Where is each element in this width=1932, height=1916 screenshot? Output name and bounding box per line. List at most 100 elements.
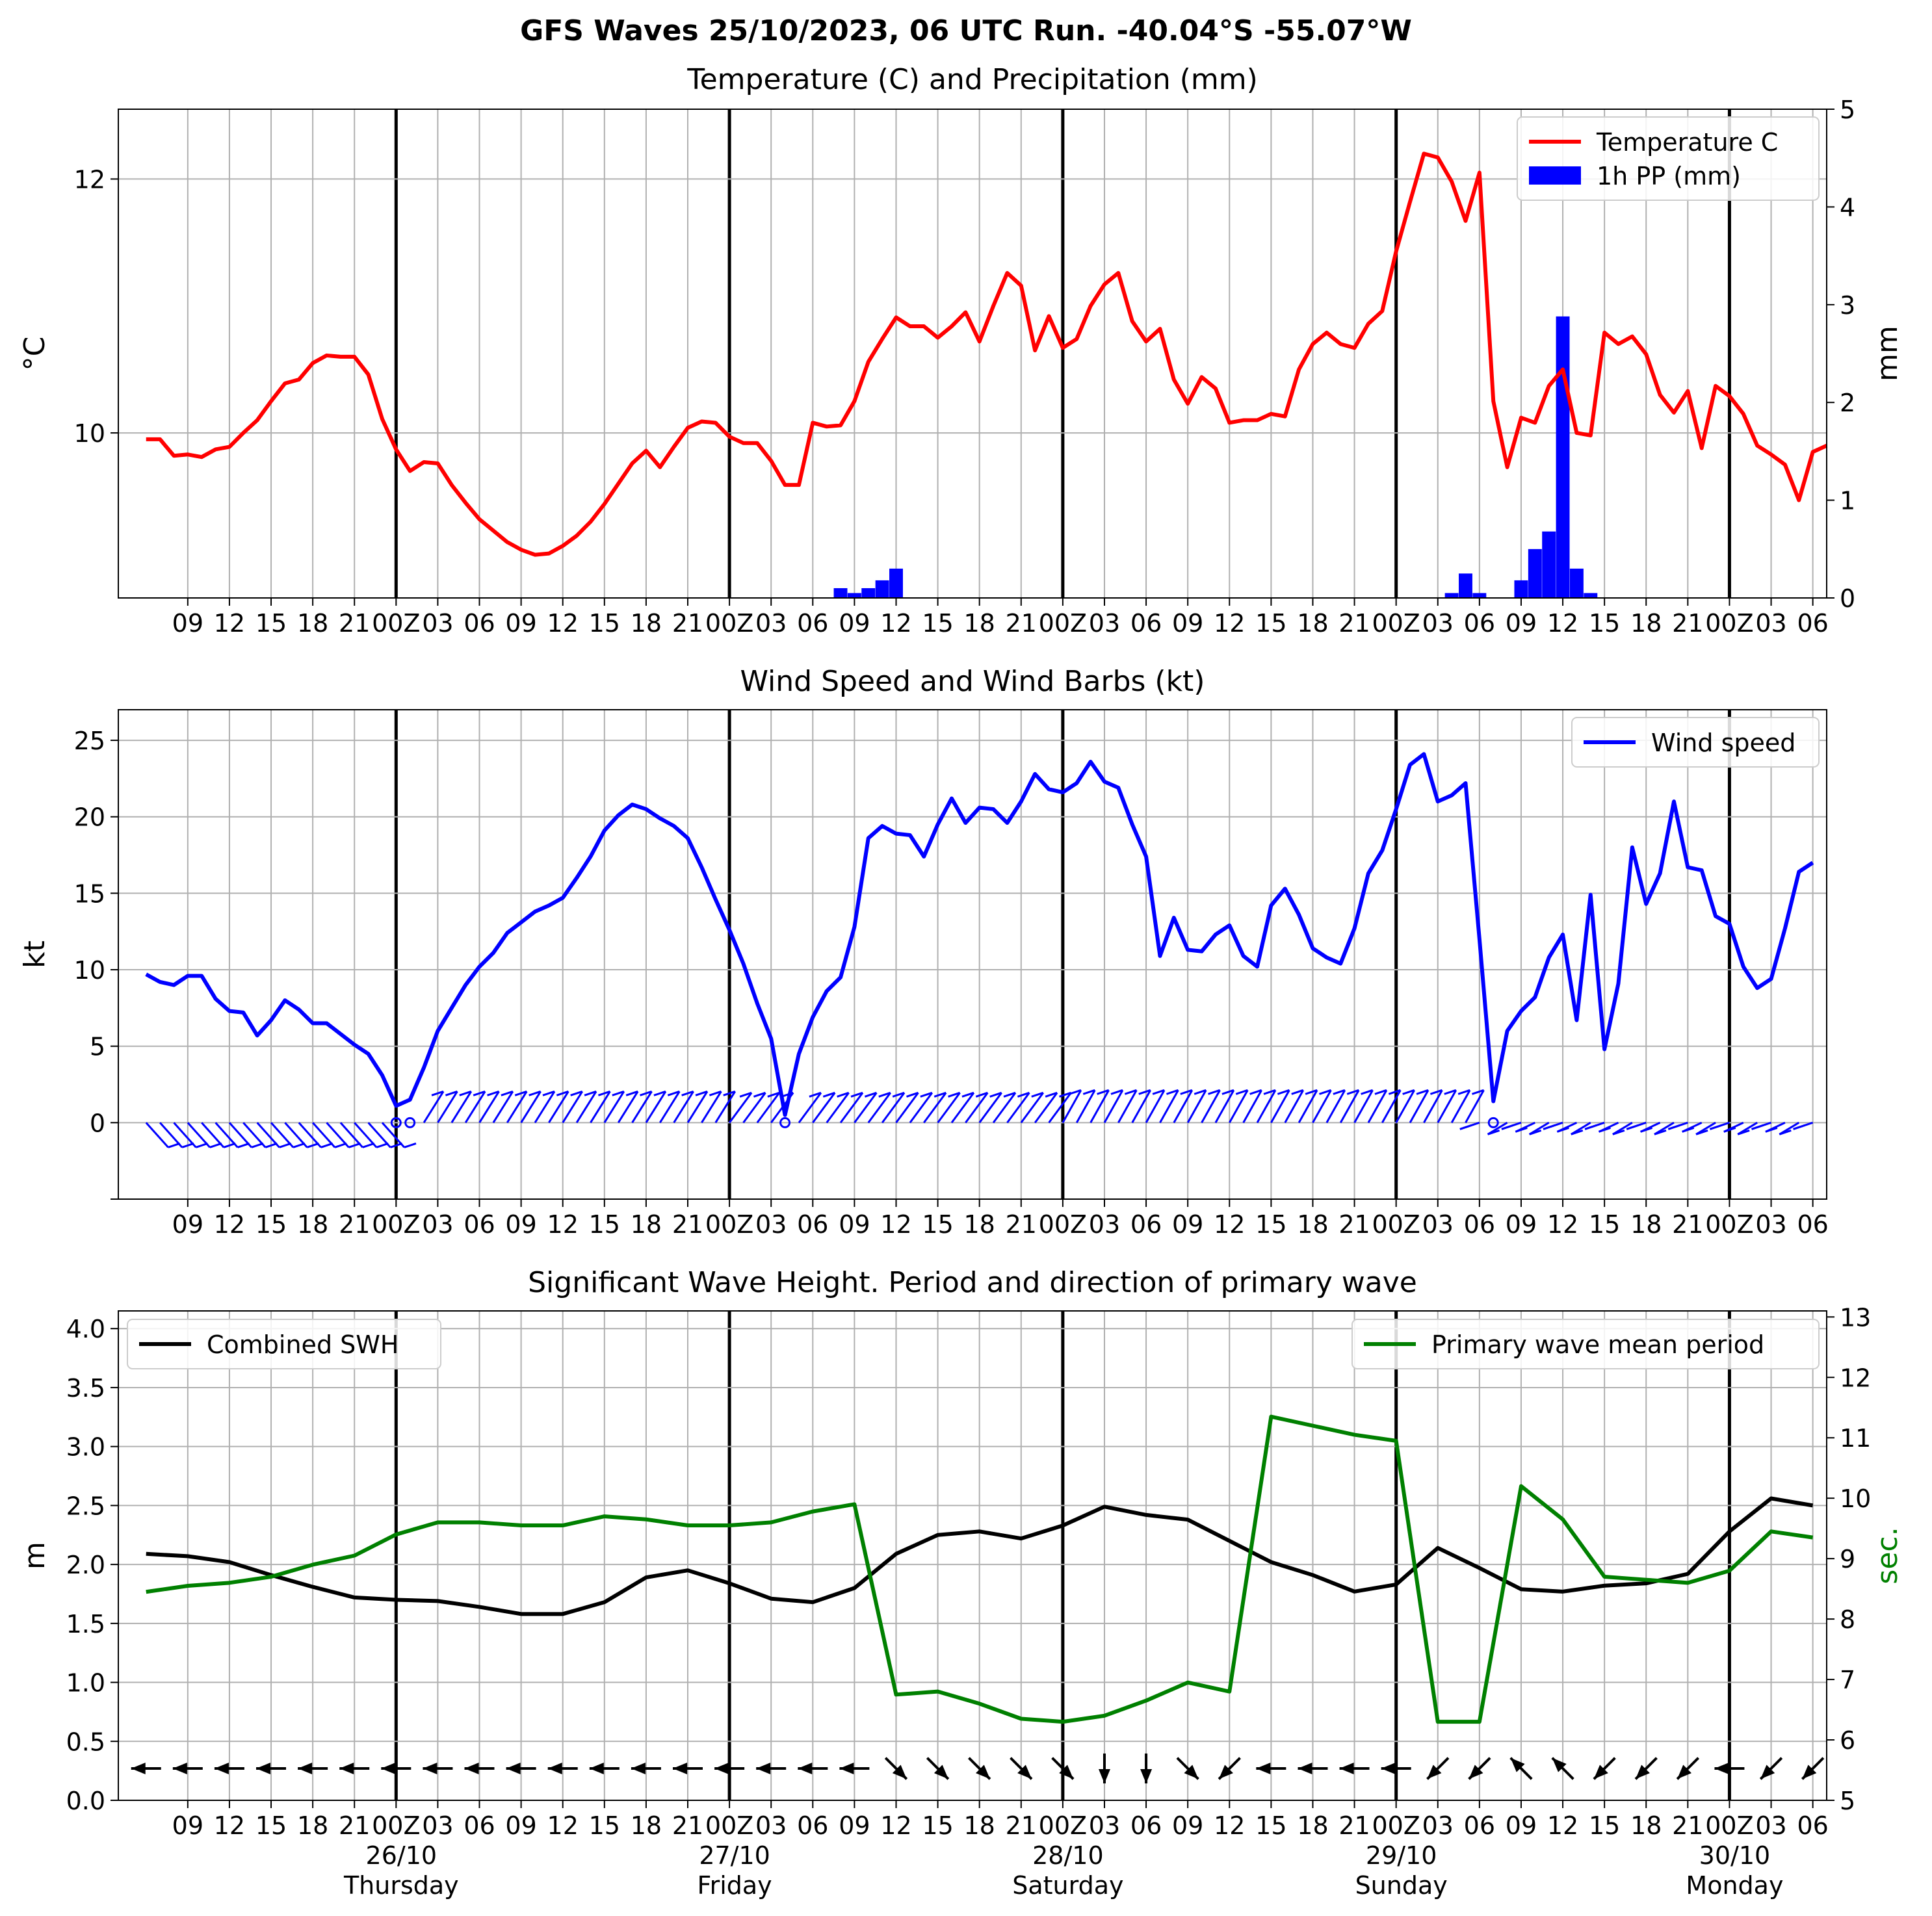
x-tick-label: 15 (1589, 1210, 1620, 1239)
x-tick-label: 18 (964, 1811, 995, 1840)
x-tick-label: 06 (1130, 1210, 1162, 1239)
wind-barb-flag (1208, 1089, 1221, 1095)
wind-barb-flag (1612, 1129, 1625, 1135)
wind-barb-staff (631, 1091, 653, 1124)
x-tick-label: 03 (1422, 1811, 1454, 1840)
legend: Wind speed (1571, 717, 1820, 768)
y2-tick-label: 1 (1840, 487, 1855, 515)
legend-box (127, 1319, 441, 1369)
x-tick-label: 15 (922, 609, 953, 638)
wind-barb-flag (640, 1090, 653, 1096)
x-tick-label: 21 (1338, 1210, 1370, 1239)
legend-label: Temperature C (1596, 128, 1778, 157)
wind-barb-staff (506, 1091, 528, 1124)
wind-barb-staff (201, 1122, 225, 1148)
wave-direction-arrow (1051, 1757, 1075, 1780)
legend: Temperature C 1h PP (mm) (1517, 116, 1820, 201)
wave-direction-arrow (1010, 1757, 1033, 1780)
wind-barb-staff (854, 1092, 878, 1124)
wind-barb-flag (667, 1090, 680, 1096)
x-tick-label: 21 (1338, 609, 1370, 638)
wind-barb-staff (603, 1091, 625, 1124)
legend-box (1351, 1319, 1820, 1369)
wind-barb-staff (645, 1091, 667, 1124)
wind-barb-staff (1423, 1089, 1443, 1124)
x-tick-label: 15 (1255, 1811, 1286, 1840)
x-tick-label: 06 (1464, 1210, 1495, 1239)
wind-barb-flag (1459, 1124, 1472, 1130)
wind-barb-flag (878, 1091, 891, 1098)
x-tick-label: 03 (422, 609, 453, 638)
wind-barb-staff (839, 1092, 864, 1124)
wind-barb-flag (1626, 1124, 1639, 1130)
x-tick-label: 18 (297, 1210, 328, 1239)
period-line (146, 1414, 1814, 1724)
x-tick-label: 09 (172, 1811, 203, 1840)
x-tick-label: 03 (1422, 1210, 1454, 1239)
wind-barb-flag (459, 1090, 472, 1096)
wind-barb-staff (1353, 1089, 1374, 1124)
wind-barb-staff (464, 1091, 486, 1124)
wind-barb-flag (1444, 1089, 1457, 1095)
wave-direction-arrow (714, 1763, 745, 1775)
wave-arrow-head (1635, 1765, 1650, 1780)
wave-direction-arrow (1218, 1757, 1241, 1780)
wind-barb-staff (1228, 1089, 1249, 1124)
wind-barb-staff (826, 1092, 850, 1124)
x-tick-label: 06 (797, 1210, 828, 1239)
x-tick-label: 09 (172, 609, 203, 638)
wind-barb-flag (1571, 1129, 1584, 1135)
wave-direction-arrow (131, 1763, 161, 1775)
x-tick-label: 12 (1547, 1811, 1578, 1840)
wind-barb-staff (284, 1122, 308, 1148)
wave-arrow-head (1219, 1765, 1233, 1780)
day-weekday-label: Friday (698, 1871, 772, 1900)
wave-direction-arrow (1509, 1757, 1533, 1780)
plot-frame (118, 709, 1827, 1200)
wind-barb-flag (1723, 1126, 1736, 1133)
wind-barb-staff (145, 1122, 169, 1148)
wind-barb-flag (1695, 1129, 1708, 1135)
x-tick-label: 06 (1797, 609, 1828, 638)
x-tick-label: 09 (1172, 1210, 1203, 1239)
wave-arrow-head (1427, 1765, 1442, 1780)
wave-direction-arrow (673, 1763, 703, 1775)
wind-barb-flag (1556, 1126, 1569, 1133)
wind-barb-staff (659, 1091, 681, 1124)
x-tick-label: 00Z (705, 609, 753, 638)
wave-arrow-head (506, 1763, 521, 1775)
x-tick-label: 03 (422, 1210, 453, 1239)
x-tick-label: 15 (922, 1811, 953, 1840)
wave-panel: 0.0 0.5 1.0 1.5 2.0 2.5 3.0 3.5 4.0 5 6 7 8 9 10 11 12 13… (18, 1303, 1904, 1900)
x-tick-label: 15 (1255, 609, 1286, 638)
wind-barb-flag (864, 1091, 877, 1098)
wind-barb-flag (1110, 1089, 1123, 1095)
x-tick-label: 18 (964, 609, 995, 638)
wave-arrow-head (1140, 1769, 1153, 1784)
wave-arrow-head (798, 1763, 813, 1775)
x-tick-label: 06 (463, 1210, 495, 1239)
x-tick-label: 21 (672, 1210, 703, 1239)
y2-tick-label: 2 (1840, 389, 1855, 417)
x-tick-label: 21 (1006, 1811, 1037, 1840)
x-tick-label: 15 (589, 1811, 620, 1840)
wave-arrow-head (1298, 1763, 1312, 1775)
x-tick-label: 09 (1506, 1811, 1537, 1840)
x-tick-label: 21 (1006, 609, 1037, 638)
wind-panel-title: Wind Speed and Wind Barbs (kt) (740, 665, 1205, 698)
wind-barb-flag (1059, 1091, 1071, 1098)
wave-arrow-head (423, 1763, 437, 1775)
wind-barb-staff (950, 1092, 975, 1124)
wind-barb-staff (686, 1091, 709, 1124)
wind-barb-staff (1270, 1089, 1290, 1124)
wind-barb-staff (1117, 1089, 1138, 1124)
x-tick-label: 00Z (1372, 1210, 1420, 1239)
y-axis-label: m (18, 1542, 51, 1570)
wave-direction-arrow (1140, 1754, 1153, 1784)
wind-barb-flag (1487, 1129, 1500, 1135)
x-tick-label: 12 (1547, 609, 1578, 638)
wave-arrow-head (1017, 1765, 1032, 1780)
wave-arrow-head (1510, 1757, 1525, 1772)
wave-arrow-head (131, 1763, 146, 1775)
wind-barb-staff (215, 1122, 239, 1148)
